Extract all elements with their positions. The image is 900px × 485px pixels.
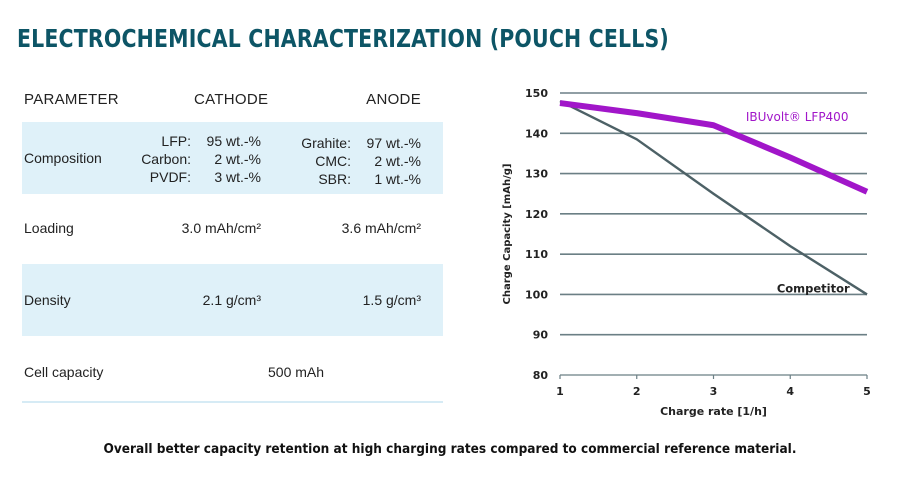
anode-composition: Grahite: 97 wt.-% CMC: 2 wt.-% SBR: 1 wt.-% [301,134,421,188]
x-tick-label: 5 [863,385,871,398]
table-row-density: Density 2.1 g/cm³ 1.5 g/cm³ [22,264,443,336]
footer-caption: Overall better capacity retention at hig… [103,441,797,457]
composition-line: LFP: 95 wt.-% [141,132,261,150]
x-tick-label: 2 [633,385,641,398]
series-line-ibuvolt [559,100,869,195]
row-label: Loading [24,220,74,236]
y-tick-label: 80 [533,369,549,382]
header-anode: ANODE [366,91,421,108]
parameter-table: PARAMETER CATHODE ANODE Composition LFP:… [22,80,443,403]
cathode-density: 2.1 g/cm³ [202,292,261,308]
cathode-composition: LFP: 95 wt.-% Carbon: 2 wt.-% PVDF: 3 wt.-% [141,132,261,186]
row-label: Cell capacity [24,364,104,380]
component-value: 97 wt.-% [366,135,421,151]
anode-loading: 3.6 mAh/cm² [341,220,421,236]
y-tick-label: 140 [525,127,548,140]
y-tick-label: 150 [525,87,548,100]
x-tick-label: 3 [710,385,718,398]
y-axis-label: Charge Capacity [mAh/g] [502,164,513,305]
component-name: SBR: [318,171,351,187]
header-parameter: PARAMETER [24,91,119,108]
table-header: PARAMETER CATHODE ANODE [22,80,443,122]
capacity-chart: 80 90 100 110 120 130 140 150 1 2 3 4 5 Charge rate [… [502,87,871,418]
composition-line: CMC: 2 wt.-% [301,152,421,170]
header-cathode: CATHODE [194,91,269,108]
component-name: LFP: [161,133,191,149]
y-tick-label: 100 [525,288,548,301]
composition-line: PVDF: 3 wt.-% [141,168,261,186]
cell-capacity-value: 500 mAh [268,364,325,380]
x-tick-label: 1 [556,385,564,398]
component-value: 2 wt.-% [374,153,421,169]
component-name: Grahite: [301,135,351,151]
component-name: CMC: [315,153,351,169]
x-axis-label: Charge rate [1/h] [660,405,767,418]
y-tick-label: 120 [525,208,548,221]
series-label-competitor: Competitor [777,281,850,295]
component-value: 2 wt.-% [214,151,261,167]
y-tick-label: 130 [525,168,548,181]
component-value: 3 wt.-% [214,169,261,185]
table-row-cell-capacity: Cell capacity 500 mAh [22,336,443,403]
composition-line: Carbon: 2 wt.-% [141,150,261,168]
component-value: 1 wt.-% [374,171,421,187]
series-label-ibuvolt: IBUvolt® LFP400 [746,110,849,124]
composition-line: Grahite: 97 wt.-% [301,134,421,152]
component-name: Carbon: [141,151,191,167]
component-name: PVDF: [149,169,191,185]
table-row-loading: Loading 3.0 mAh/cm² 3.6 mAh/cm² [22,194,443,264]
cathode-loading: 3.0 mAh/cm² [181,220,261,236]
y-tick-label: 90 [533,329,549,342]
x-tick-label: 4 [786,385,794,398]
component-value: 95 wt.-% [206,133,261,149]
row-label: Composition [24,150,102,166]
page-title: ELECTROCHEMICAL CHARACTERIZATION (POUCH … [17,24,669,53]
table-row-composition: Composition LFP: 95 wt.-% Carbon: 2 wt.-% … [22,122,443,194]
anode-density: 1.5 g/cm³ [362,292,421,308]
composition-line: SBR: 1 wt.-% [301,170,421,188]
row-label: Density [24,292,71,308]
y-tick-label: 110 [525,248,548,261]
series-line-competitor [559,99,868,296]
